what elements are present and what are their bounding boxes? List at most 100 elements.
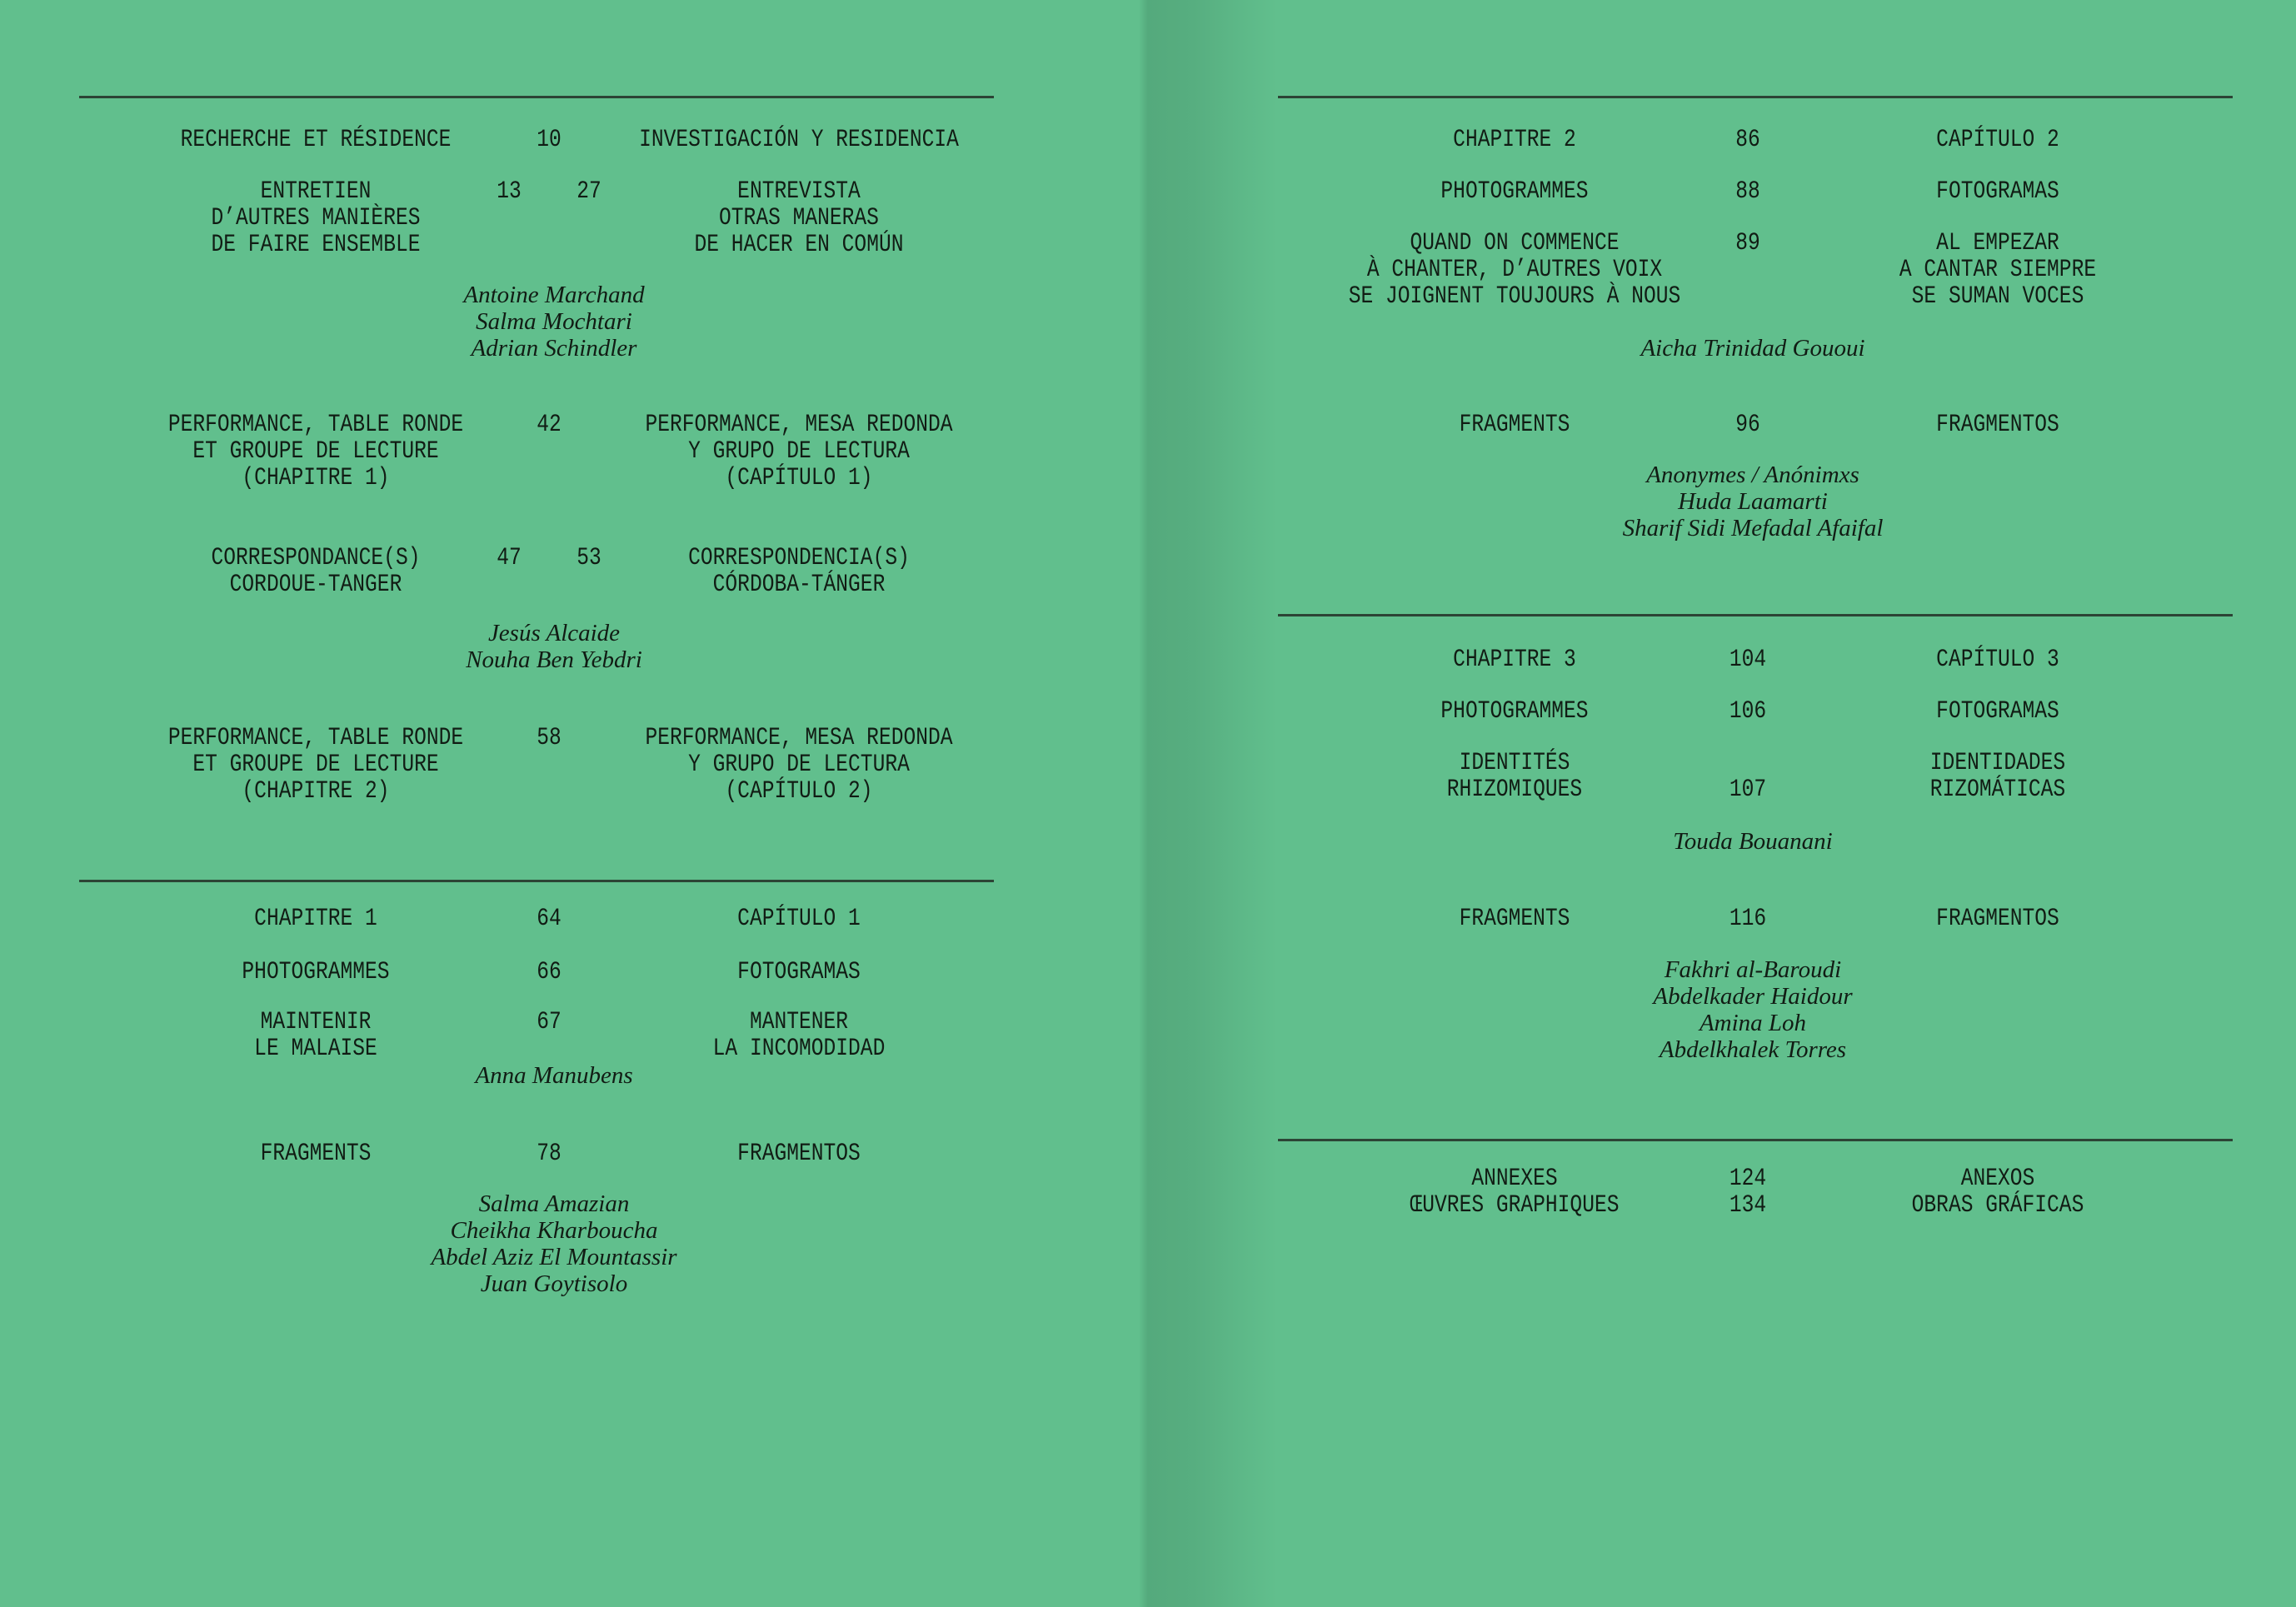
title-spanish-line: Y GRUPO DE LECTURA [688,437,910,466]
title-spanish: ENTREVISTA OTRAS MANERAS DE HACER EN COMÚN [562,178,1036,258]
title-spanish-line: A CANTAR SIEMPRE [1899,256,2097,284]
title-spanish-line: CORRESPONDENCIA(S) [688,544,910,572]
title-spanish: ANEXOS OBRAS GRÁFICAS [1761,1165,2234,1219]
title-spanish-line: SE SUMAN VOCES [1911,282,2084,311]
authors-group: Antoine Marchand Salma Mochtari Adrian Sch… [79,282,1029,362]
page-number: 13 [497,177,522,206]
page-number-cell: 47 53 [466,545,632,571]
title-french-line: PHOTOGRAMMES [1440,177,1589,206]
page-number: 78 [537,1140,562,1168]
title-french: ENTRETIEN D’AUTRES MANIÈRES DE FAIRE ENSEM… [79,178,552,258]
title-spanish-line: FOTOGRAMAS [737,958,861,986]
title-spanish-line: LA INCOMODIDAD [712,1035,886,1063]
title-french-line: CORRESPONDANCE(S) [211,544,421,572]
title-spanish: PERFORMANCE, MESA REDONDA Y GRUPO DE LECT… [562,412,1036,492]
authors-group: Fakhri al-Baroudi Abdelkader Haidour Amina… [1278,956,2228,1063]
author-name: Abdelkhalek Torres [1659,1036,1847,1063]
page-number-cell: 58 [466,725,632,751]
author-name: Jesús Alcaide [487,620,621,646]
title-french-line: CHAPITRE 3 [1453,646,1576,674]
author-name: Salma Amazian [478,1190,630,1217]
title-french: FRAGMENTS [1278,906,1751,932]
title-spanish: IDENTIDADES RIZOMÁTICAS [1761,750,2234,803]
title-spanish: MANTENER LA INCOMODIDAD [562,1009,1036,1062]
title-french-line: FRAGMENTS [260,1140,372,1168]
title-french-line: ENTRETIEN [260,177,372,206]
author-name: Anna Manubens [475,1062,633,1089]
authors-group: Salma Amazian Cheikha Kharboucha Abdel Azi… [79,1190,1029,1297]
title-french-line: (CHAPITRE 2) [242,777,390,806]
title-french: QUAND ON COMMENCE À CHANTER, D’AUTRES VOI… [1278,230,1751,310]
title-spanish-line: ENTREVISTA [737,177,861,206]
page-number-cell: 42 [466,412,632,438]
author-name: Aicha Trinidad Gououi [1640,335,1865,362]
title-french-line: SE JOIGNENT TOUJOURS À NOUS [1348,282,1681,311]
title-spanish-line: (CAPÍTULO 1) [725,464,873,492]
title-french-line: PHOTOGRAMMES [242,958,390,986]
author-name: Huda Laamarti [1678,488,1828,515]
title-spanish-line: FRAGMENTOS [1936,905,2059,933]
title-spanish-line: OTRAS MANERAS [719,204,879,232]
left-page: RECHERCHE ET RÉSIDENCE 10 INVESTIGACIÓN Y … [79,0,994,1607]
author-name: Fakhri al-Baroudi [1664,956,1842,983]
title-spanish-line: DE HACER EN COMÚN [694,231,904,259]
title-french: FRAGMENTS [79,1140,552,1167]
title-french-line: ŒUVRES GRAPHIQUES [1410,1191,1620,1220]
title-spanish-line: CAPÍTULO 3 [1936,646,2059,674]
page-number-cell: 88 [1665,178,1831,205]
title-french: PHOTOGRAMMES [1278,698,1751,725]
title-french: ANNEXES ŒUVRES GRAPHIQUES [1278,1165,1751,1219]
page-number-cell: 89 [1665,230,1831,257]
page-number: 96 [1735,411,1760,439]
page-number-cell: 67 [466,1009,632,1036]
title-spanish-line: ANEXOS [1960,1165,2035,1193]
title-french: CHAPITRE 1 [79,906,552,932]
title-french-line: (CHAPITRE 1) [242,464,390,492]
title-french-line: PERFORMANCE, TABLE RONDE [167,411,464,439]
title-french: FRAGMENTS [1278,412,1751,438]
title-french-line: ET GROUPE DE LECTURE [192,751,439,779]
page-number: 86 [1735,126,1760,154]
title-french-line: MAINTENIR [260,1008,372,1036]
page-number-cell: 106 [1665,698,1831,725]
title-spanish-line: Y GRUPO DE LECTURA [688,751,910,779]
title-spanish: AL EMPEZAR A CANTAR SIEMPRE SE SUMAN VOCES [1761,230,2234,310]
title-spanish: CAPÍTULO 2 [1761,127,2234,153]
author-name: Cheikha Kharboucha [450,1217,658,1244]
author-name: Anonymes / Anónimxs [1646,462,1859,488]
title-french: CHAPITRE 3 [1278,646,1751,673]
page-number-cell: 107 [1665,750,1831,803]
title-spanish-line: PERFORMANCE, MESA REDONDA [645,724,953,752]
page-number: 47 [497,544,522,572]
page-number-cell: 124 134 [1665,1165,1831,1219]
page-number-cell: 10 [466,127,632,153]
title-french: IDENTITÉS RHIZOMIQUES [1278,750,1751,803]
title-french: CORRESPONDANCE(S) CORDOUE-TANGER [79,545,552,598]
page-number: 124 [1729,1165,1767,1193]
title-french-line: RHIZOMIQUES [1446,776,1583,804]
authors-group: Touda Bouanani [1278,828,2228,855]
section-rule [79,880,994,882]
section-rule [1278,614,2233,616]
title-spanish: FRAGMENTOS [562,1140,1036,1167]
section-rule [1278,96,2233,98]
title-french: CHAPITRE 2 [1278,127,1751,153]
right-page: CHAPITRE 2 86 CAPÍTULO 2 PHOTOGRAMMES 88 FOTO… [1278,0,2233,1607]
title-spanish: INVESTIGACIÓN Y RESIDENCIA [562,127,1036,153]
author-name: Antoine Marchand [463,282,645,308]
page-number: 88 [1735,177,1760,206]
author-name: Sharif Sidi Mefadal Afaifal [1622,515,1884,541]
title-french-line: LE MALAISE [254,1035,377,1063]
title-spanish-line: PERFORMANCE, MESA REDONDA [645,411,953,439]
title-french-line: CHAPITRE 2 [1453,126,1576,154]
title-french-line: FRAGMENTS [1459,411,1570,439]
title-french: RECHERCHE ET RÉSIDENCE [79,127,552,153]
author-name: Nouha Ben Yebdri [466,646,642,673]
page-number: 89 [1735,229,1760,257]
page-number-cell: 78 [466,1140,632,1167]
section-rule [1278,1139,2233,1141]
title-spanish-line: (CAPÍTULO 2) [725,777,873,806]
title-spanish: FRAGMENTOS [1761,412,2234,438]
title-spanish-line: CÓRDOBA-TÁNGER [712,571,886,599]
title-spanish: CORRESPONDENCIA(S) CÓRDOBA-TÁNGER [562,545,1036,598]
